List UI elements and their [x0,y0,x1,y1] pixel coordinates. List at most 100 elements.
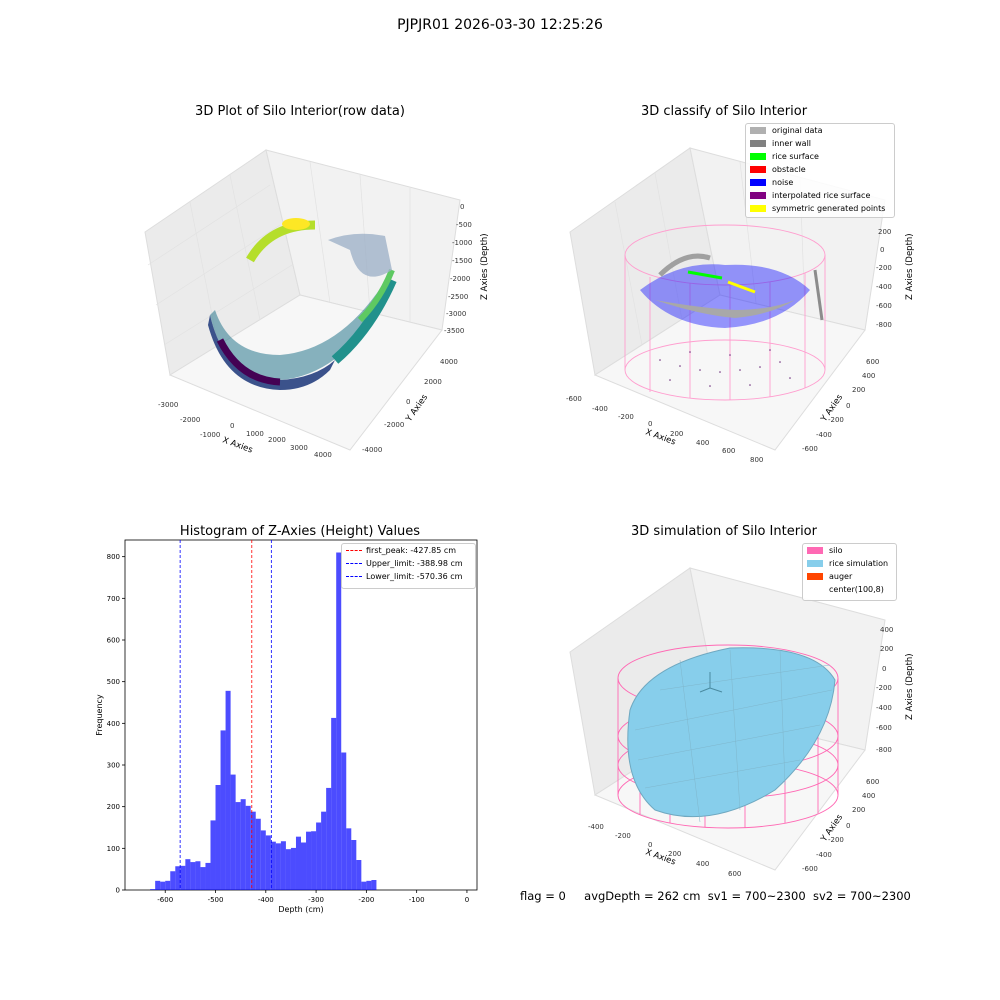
histogram-bar [280,841,286,890]
histogram-x-label: Depth (cm) [278,905,323,914]
classify-y-tick: 0 [846,402,850,410]
legend-item: symmetric generated points [750,202,894,215]
histogram-bar [331,717,337,890]
histogram-bar [170,871,176,890]
histogram-bar [336,552,342,890]
classify-y-tick: -600 [802,445,818,453]
histogram-bar [270,841,276,890]
legend-label: interpolated rice surface [772,191,871,200]
simulation-x-tick: 400 [696,860,709,868]
histogram-y-tick-label: 500 [107,678,120,686]
simulation-x-tick: -200 [615,832,631,840]
legend-label: center(100,8) [829,585,884,594]
legend-swatch [750,166,766,173]
simulation-z-tick: -400 [876,704,892,712]
histogram-x-tick-label: -100 [409,896,425,904]
legend-label: inner wall [772,139,812,148]
histogram-bar [220,730,226,890]
figure-title: PJPJR01 2026-03-30 12:25:26 [397,17,603,33]
legend-swatch [346,550,362,551]
avg-depth-text: avgDepth = 262 cm [584,889,701,903]
classify-point-cloud [640,253,824,328]
histogram-bar [301,842,307,890]
histogram-bar [250,811,256,890]
legend-swatch [346,563,362,564]
simulation-y-tick: 0 [846,822,850,830]
legend-label: original data [772,126,823,135]
classify-x-tick: 200 [670,430,683,438]
simulation-y-tick: -200 [828,836,844,844]
histogram-bar [150,889,156,890]
histogram-y-tick-label: 100 [107,845,120,853]
legend-swatch [750,127,766,134]
legend-label: symmetric generated points [772,204,886,213]
classify-z-tick: 200 [878,228,891,236]
histogram-bar [205,862,211,890]
legend-item: auger [807,570,896,583]
raw-z-tick: -3000 [446,310,466,318]
classify-z-tick: 0 [880,246,884,254]
simulation-z-tick: 400 [880,626,893,634]
histogram-bar [185,859,191,890]
classify-x-tick: -600 [566,395,582,403]
simulation-y-tick: 200 [852,806,865,814]
histogram-bar [230,774,236,890]
legend-swatch [750,192,766,199]
simulation-z-tick: 200 [880,645,893,653]
legend-label: Lower_limit: -570.36 cm [366,572,463,581]
histogram-bar [371,880,377,890]
simulation-z-tick: 0 [882,665,886,673]
legend-swatch [807,547,823,554]
simulation-x-tick: 200 [668,850,681,858]
raw-y-tick: 4000 [440,358,458,366]
legend-item: first_peak: -427.85 cm [346,544,475,557]
simulation-z-label: Z Axies (Depth) [905,653,915,720]
histogram-bar [210,820,216,890]
histogram-bar [326,787,332,890]
classify-y-tick: -400 [816,431,832,439]
histogram-legend: first_peak: -427.85 cm Upper_limit: -388.… [341,543,476,589]
classify-x-tick: -200 [618,413,634,421]
legend-label: Upper_limit: -388.98 cm [366,559,463,568]
legend-item: Lower_limit: -570.36 cm [346,570,475,583]
raw-x-label: X Axies [221,435,254,455]
legend-item: silo [807,544,896,557]
classify-plot-title: 3D classify of Silo Interior [640,104,808,119]
histogram-x-tick-label: -400 [258,896,274,904]
status-line: flag = 0 avgDepth = 262 cm sv1 = 700~230… [520,889,911,903]
histogram-bar [341,752,347,890]
histogram-y-tick-label: 600 [107,637,120,645]
raw-z-tick: 0 [460,203,464,211]
auger-icon [699,672,723,693]
legend-item: rice simulation [807,557,896,570]
legend-swatch [750,179,766,186]
legend-label: noise [772,178,794,187]
histogram-bar [351,840,357,890]
legend-swatch [807,560,823,567]
histogram-bar [180,865,186,890]
classify-x-tick: 400 [696,439,709,447]
classify-interpolated-points [659,349,791,387]
histogram-bar [240,799,246,890]
histogram-x-tick-label: -200 [358,896,374,904]
simulation-y-tick: -400 [816,851,832,859]
legend-item: obstacle [750,163,894,176]
raw-z-label: Z Axies (Depth) [480,233,490,300]
raw-x-tick: -1000 [200,431,220,439]
raw-x-tick: 3000 [290,444,308,452]
raw-y-tick: -4000 [362,446,382,454]
histogram-bar [195,861,201,890]
classify-z-tick: -800 [876,321,892,329]
histogram-chart: -600 -500 -400 -300 -200 -100 0 0 100 200 300 400 5… [95,539,478,914]
histogram-bar [346,828,352,890]
classify-y-tick: -200 [828,416,844,424]
legend-label: silo [829,546,843,555]
legend-label: rice simulation [829,559,889,568]
legend-item: inner wall [750,137,894,150]
histogram-bar [215,785,221,890]
raw-plot-title: 3D Plot of Silo Interior(row data) [195,104,405,119]
histogram-bar [190,862,196,890]
histogram-bar [165,880,171,890]
legend-item: rice surface [750,150,894,163]
classify-x-tick: 800 [750,456,763,464]
